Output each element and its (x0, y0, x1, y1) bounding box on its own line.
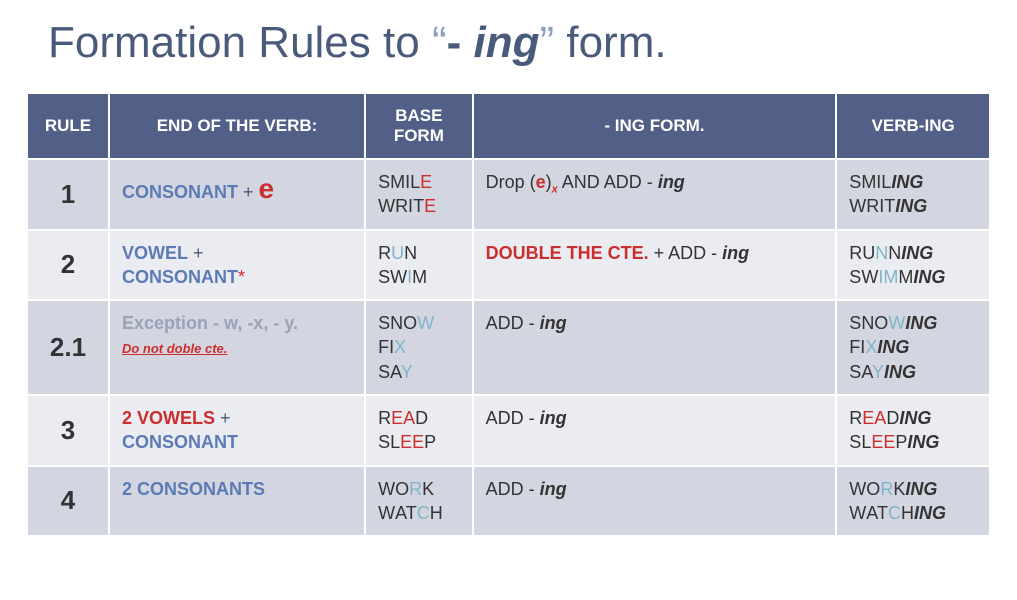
ing-rule-cell: DOUBLE THE CTE. + ADD - ing (473, 230, 837, 301)
end-plus: + (238, 182, 259, 202)
end-note: Do not doble cte. (122, 341, 227, 356)
rule-ing: ing (658, 172, 685, 192)
rule-number: 2.1 (27, 300, 109, 395)
res-snowing: SNOWING (849, 313, 937, 333)
end-cons: CONSONANT (122, 267, 238, 287)
base-cell: SMILE WRITE (365, 159, 473, 230)
base-cell: WORK WATCH (365, 466, 473, 537)
th-rule: RULE (27, 93, 109, 159)
rule-number: 3 (27, 395, 109, 466)
rule-number: 4 (27, 466, 109, 537)
rule-add: ADD - (486, 408, 540, 428)
ing-rule-cell: Drop (e)x AND ADD - ing (473, 159, 837, 230)
base-work: WORK (378, 479, 434, 499)
end-cell: 2 CONSONANTS (109, 466, 365, 537)
res-sleeping: SLEEPING (849, 432, 939, 452)
rule-ing: ing (540, 479, 567, 499)
result-cell: RUNNING SWIMMING (836, 230, 990, 301)
th-ing: - ING FORM. (473, 93, 837, 159)
end-star: * (238, 267, 245, 287)
page-title: Formation Rules to “- ing” form. (0, 0, 1017, 92)
table-row: 4 2 CONSONANTS WORK WATCH ADD - ing WORK… (27, 466, 990, 537)
rule-ing: ing (722, 243, 749, 263)
th-base-l2: FORM (394, 126, 444, 145)
th-base-l1: BASE (395, 106, 442, 125)
title-close-quote: ” (539, 18, 554, 67)
rule-number: 2 (27, 230, 109, 301)
base-snow: SNOW (378, 313, 434, 333)
ing-rule-cell: ADD - ing (473, 300, 837, 395)
end-cell: CONSONANT + e (109, 159, 365, 230)
end-plus: + (188, 243, 204, 263)
end-cell: 2 VOWELS + CONSONANT (109, 395, 365, 466)
end-wxy: - w, -x, - y. (213, 313, 298, 333)
end-vowel: VOWEL (122, 243, 188, 263)
base-swim: SWIM (378, 267, 427, 287)
table-row: 1 CONSONANT + e SMILE WRITE Drop (e)x AN… (27, 159, 990, 230)
base-smil: SMILE (378, 172, 432, 192)
res-saying: SAYING (849, 362, 916, 382)
base-cell: READ SLEEP (365, 395, 473, 466)
rule-and: AND ADD - (558, 172, 658, 192)
ing-rule-cell: ADD - ing (473, 466, 837, 537)
base-run: RUN (378, 243, 417, 263)
res-fixing: FIXING (849, 337, 909, 357)
title-suffix: form. (554, 18, 666, 67)
res-swimming: SWIMMING (849, 267, 945, 287)
rule-drop: Drop ( (486, 172, 536, 192)
end-e: e (258, 173, 274, 204)
table-row: 2.1 Exception - w, -x, - y. Do not doble… (27, 300, 990, 395)
base-watch: WATCH (378, 503, 443, 523)
rule-e: e (536, 172, 546, 192)
base-sleep: SLEEP (378, 432, 436, 452)
res-reading: READING (849, 408, 931, 428)
base-cell: SNOW FIX SAY (365, 300, 473, 395)
end-cell: Exception - w, -x, - y. Do not doble cte… (109, 300, 365, 395)
rules-table: RULE END OF THE VERB: BASEFORM - ING FOR… (26, 92, 991, 537)
end-plus: + (215, 408, 231, 428)
header-row: RULE END OF THE VERB: BASEFORM - ING FOR… (27, 93, 990, 159)
end-two-vowels: 2 VOWELS (122, 408, 215, 428)
table-row: 3 2 VOWELS + CONSONANT READ SLEEP ADD - … (27, 395, 990, 466)
rule-ing: ing (540, 313, 567, 333)
end-cell: VOWEL + CONSONANT* (109, 230, 365, 301)
result-cell: SMILING WRITING (836, 159, 990, 230)
base-read: READ (378, 408, 428, 428)
title-open-quote: “ (432, 18, 447, 67)
th-base: BASEFORM (365, 93, 473, 159)
rule-add: ADD - (486, 479, 540, 499)
base-say: SAY (378, 362, 413, 382)
table-row: 2 VOWEL + CONSONANT* RUN SWIM DOUBLE THE… (27, 230, 990, 301)
ing-rule-cell: ADD - ing (473, 395, 837, 466)
title-dash: - (447, 18, 474, 67)
rule-add: ADD - (486, 313, 540, 333)
rule-plus: + ADD - (649, 243, 723, 263)
base-write: WRITE (378, 196, 436, 216)
end-consonant: CONSONANT (122, 182, 238, 202)
result-cell: READING SLEEPING (836, 395, 990, 466)
res-running: RUNNING (849, 243, 933, 263)
res-smiling: SMILING (849, 172, 923, 192)
th-end: END OF THE VERB: (109, 93, 365, 159)
end-cons: CONSONANT (122, 432, 238, 452)
th-verbing: VERB-ING (836, 93, 990, 159)
base-fix: FIX (378, 337, 406, 357)
rule-double: DOUBLE THE CTE. (486, 243, 649, 263)
title-prefix: Formation Rules to (48, 18, 432, 67)
title-ing: ing (473, 18, 539, 67)
result-cell: SNOWING FIXING SAYING (836, 300, 990, 395)
end-two-cons: 2 CONSONANTS (122, 479, 265, 499)
base-cell: RUN SWIM (365, 230, 473, 301)
result-cell: WORKING WATCHING (836, 466, 990, 537)
res-working: WORKING (849, 479, 937, 499)
rule-number: 1 (27, 159, 109, 230)
end-exception: Exception (122, 313, 213, 333)
rule-ing: ing (540, 408, 567, 428)
res-watching: WATCHING (849, 503, 946, 523)
res-writing: WRITING (849, 196, 927, 216)
